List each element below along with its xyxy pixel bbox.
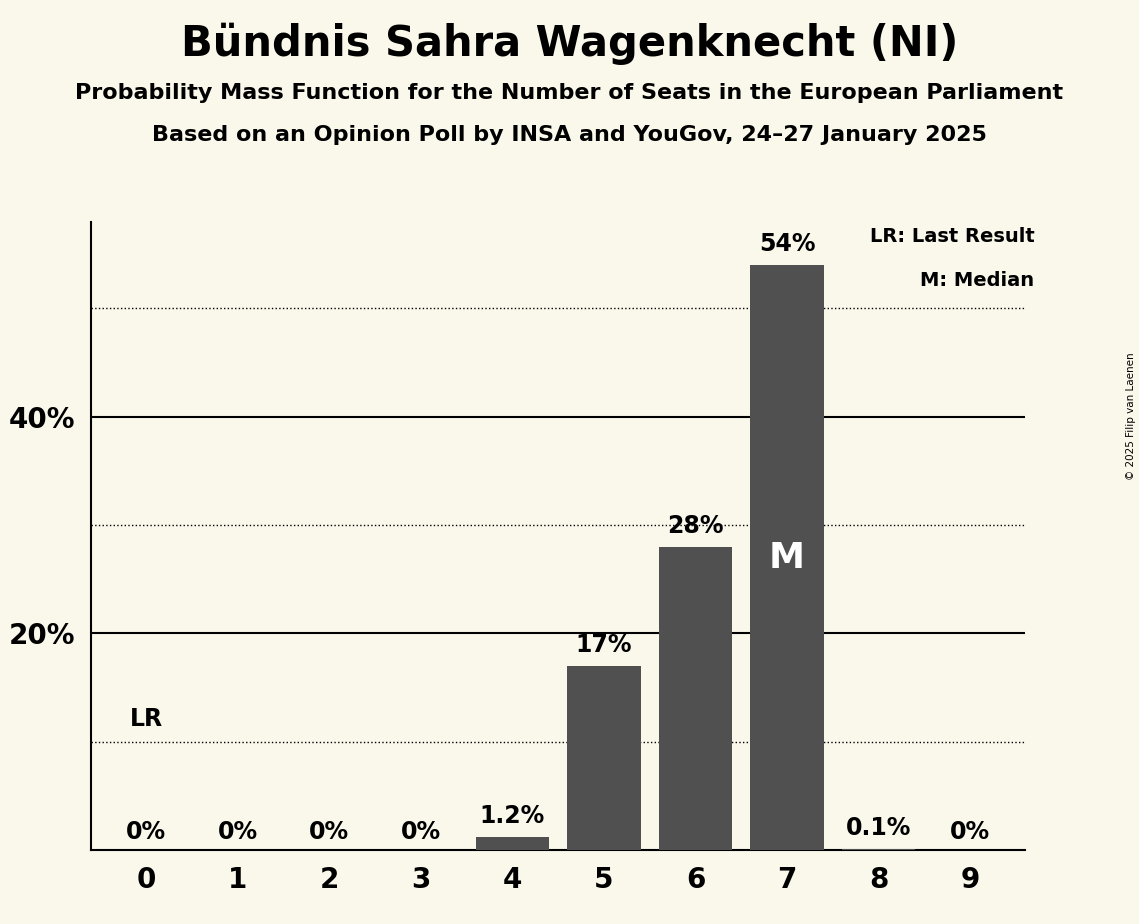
Text: 0%: 0% bbox=[126, 820, 166, 844]
Bar bbox=[567, 666, 640, 850]
Text: M: Median: M: Median bbox=[920, 271, 1034, 289]
Text: 54%: 54% bbox=[759, 233, 816, 257]
Text: LR: LR bbox=[130, 707, 163, 731]
Text: 28%: 28% bbox=[667, 514, 723, 538]
Text: 0%: 0% bbox=[309, 820, 350, 844]
Text: © 2025 Filip van Laenen: © 2025 Filip van Laenen bbox=[1126, 352, 1136, 480]
Text: Based on an Opinion Poll by INSA and YouGov, 24–27 January 2025: Based on an Opinion Poll by INSA and You… bbox=[153, 125, 986, 145]
Bar bbox=[842, 849, 916, 850]
Bar bbox=[658, 547, 732, 850]
Bar bbox=[476, 837, 549, 850]
Text: 17%: 17% bbox=[575, 633, 632, 657]
Text: Bündnis Sahra Wagenknecht (NI): Bündnis Sahra Wagenknecht (NI) bbox=[181, 23, 958, 66]
Text: 1.2%: 1.2% bbox=[480, 805, 544, 829]
Text: 0%: 0% bbox=[218, 820, 257, 844]
Text: 0.1%: 0.1% bbox=[846, 816, 911, 840]
Text: 0%: 0% bbox=[950, 820, 990, 844]
Text: LR: Last Result: LR: Last Result bbox=[869, 227, 1034, 246]
Text: M: M bbox=[769, 541, 805, 575]
Bar bbox=[751, 265, 823, 850]
Text: 0%: 0% bbox=[401, 820, 441, 844]
Text: Probability Mass Function for the Number of Seats in the European Parliament: Probability Mass Function for the Number… bbox=[75, 83, 1064, 103]
